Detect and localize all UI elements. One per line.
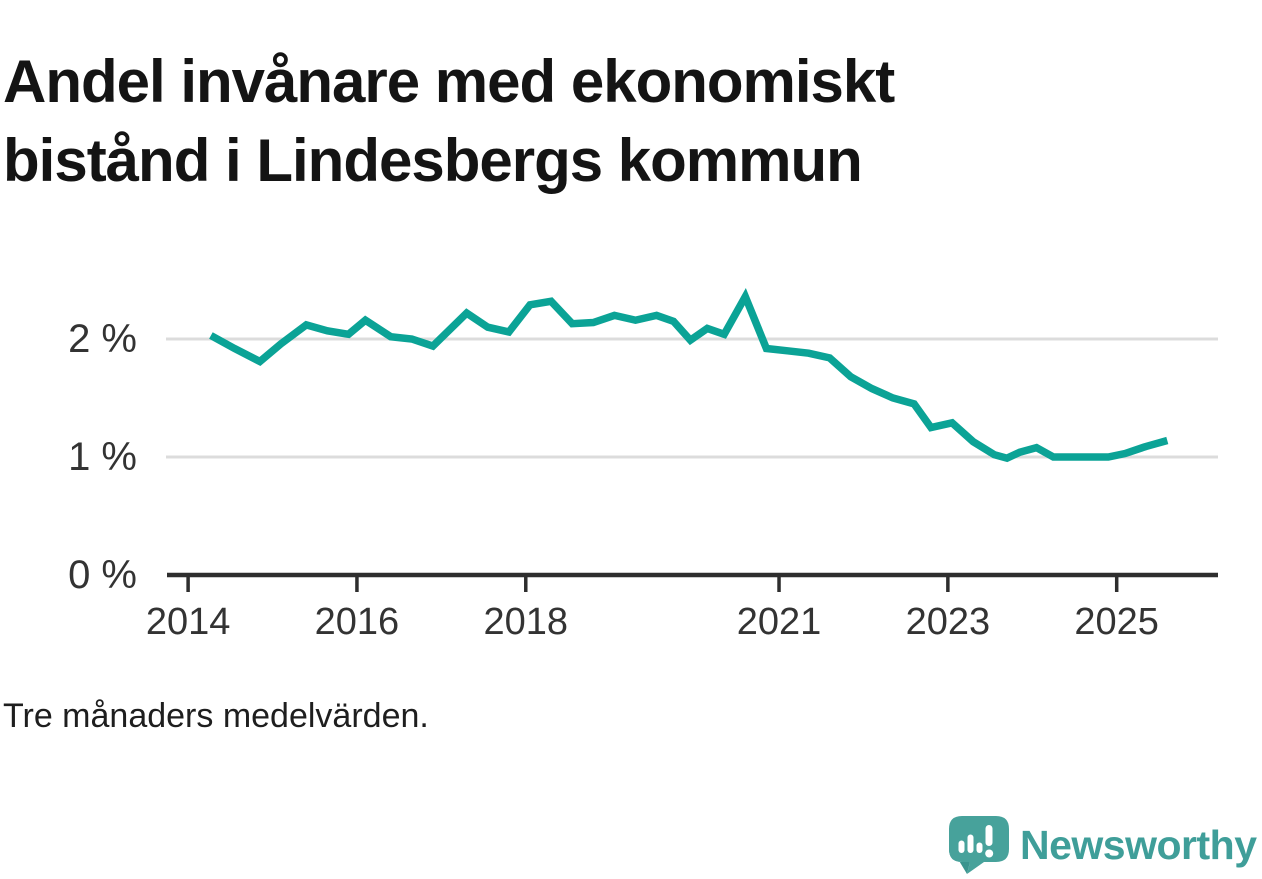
y-tick-label: 2 % <box>68 317 137 362</box>
y-tick-label: 1 % <box>68 435 137 480</box>
x-tick-label: 2016 <box>314 601 400 643</box>
x-tick-label: 2025 <box>1074 601 1159 643</box>
x-tick-label: 2021 <box>736 601 822 643</box>
trend-line <box>209 287 1169 463</box>
x-tick-label: 2023 <box>905 601 991 643</box>
newsworthy-logo: Newsworthy <box>946 814 1262 878</box>
newsworthy-wordmark: Newsworthy <box>1020 822 1257 868</box>
y-tick-label: 0 % <box>68 553 137 597</box>
page-title-line1: Andel invånare med ekonomiskt <box>3 48 895 116</box>
x-tick-label: 2018 <box>483 601 569 643</box>
page-title-line2: bistånd i Lindesbergs kommun <box>3 127 863 195</box>
speech-bubble-bar-chart-icon <box>949 816 1009 874</box>
page-title: Andel invånare med ekonomiskt bistånd i L… <box>3 42 1103 200</box>
x-tick-label: 2014 <box>145 601 231 643</box>
chart-footnote: Tre månaders medelvärden. <box>3 697 429 735</box>
